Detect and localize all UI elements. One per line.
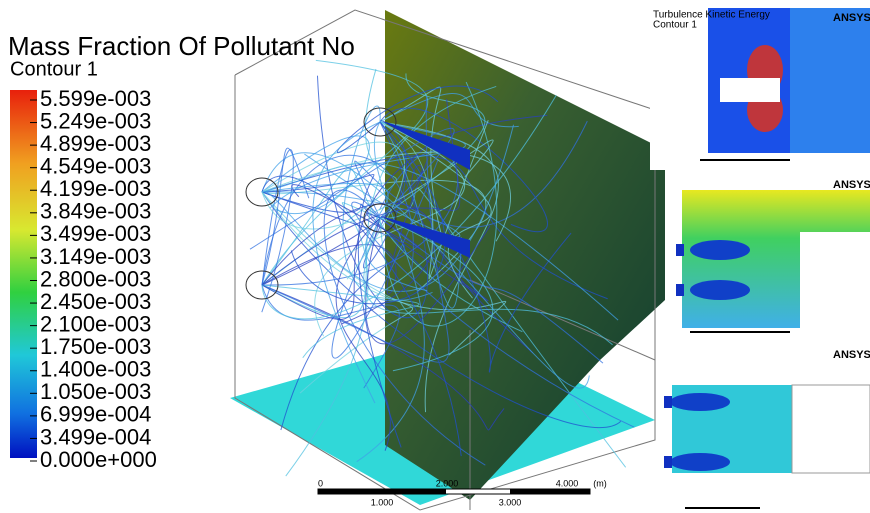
legend-label: 0.000e+000 [40, 447, 157, 472]
inset-panels: Turbulence Kinetic Energy Contour 1 ANSY… [650, 0, 870, 508]
legend: 5.599e-0035.249e-0034.899e-0034.549e-003… [30, 86, 157, 472]
legend-label: 5.249e-003 [40, 108, 151, 133]
scale-label: 4.000 [556, 478, 579, 488]
subtitle: Contour 1 [10, 58, 98, 80]
scale-label: 2.000 [436, 478, 459, 488]
legend-label: 2.450e-003 [40, 289, 151, 314]
legend-label: 4.549e-003 [40, 154, 151, 179]
legend-label: 3.499e-004 [40, 424, 151, 449]
legend-label: 6.999e-004 [40, 402, 151, 427]
legend-label: 2.100e-003 [40, 311, 151, 336]
scale-label: 0 [318, 478, 323, 488]
logo: ANSYS [833, 12, 870, 24]
scale-label: 3.000 [499, 497, 522, 507]
scale-label: 1.000 [371, 497, 394, 507]
logo: ANSYS [833, 179, 870, 191]
legend-label: 3.499e-003 [40, 221, 151, 246]
legend-label: 1.400e-003 [40, 357, 151, 382]
scale-label: (m) [593, 478, 607, 488]
legend-label: 4.199e-003 [40, 176, 151, 201]
inset-subtitle: Contour 1 [653, 20, 697, 31]
legend-label: 3.149e-003 [40, 244, 151, 269]
legend-label: 2.800e-003 [40, 266, 151, 291]
legend-label: 1.750e-003 [40, 334, 151, 359]
logo: ANSYS [833, 349, 870, 361]
legend-label: 3.849e-003 [40, 199, 151, 224]
legend-label: 1.050e-003 [40, 379, 151, 404]
legend-label: 5.599e-003 [40, 86, 151, 111]
scene [230, 10, 665, 510]
screenshot: Mass Fraction Of Pollutant No Contour 1 … [0, 0, 870, 513]
title: Mass Fraction Of Pollutant No [8, 31, 355, 61]
legend-label: 4.899e-003 [40, 131, 151, 156]
